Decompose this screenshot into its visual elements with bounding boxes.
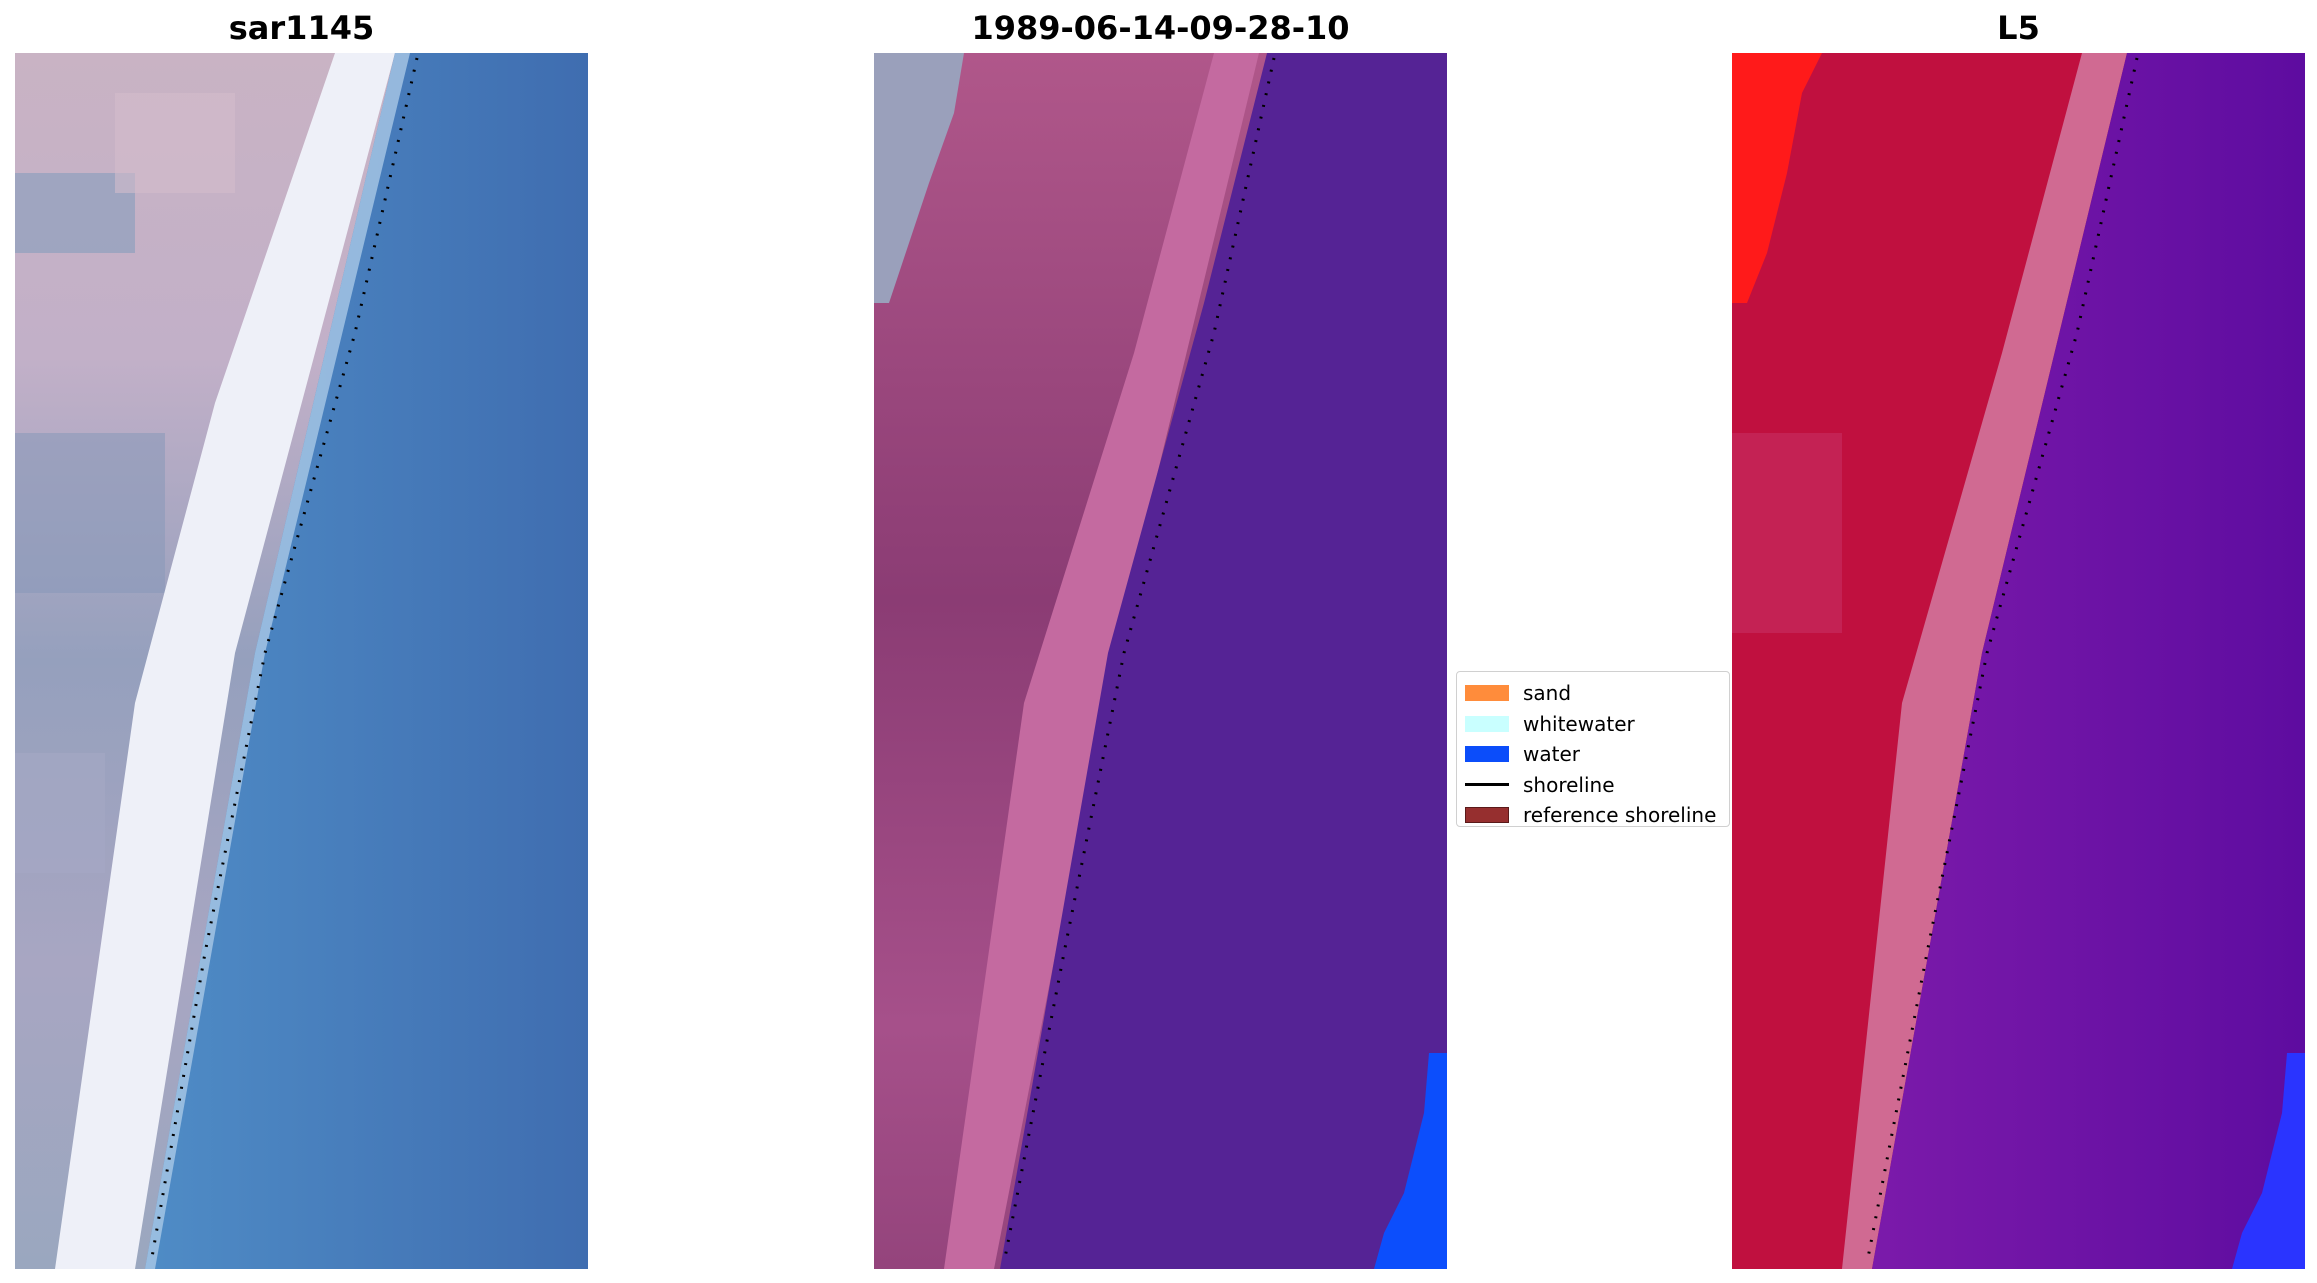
water-area: [145, 53, 588, 1269]
shoreline-trace: [1002, 57, 1276, 1264]
water-area: [1000, 53, 1447, 1269]
beach-band: [944, 53, 1259, 1269]
shoreline-line-swatch: [1465, 783, 1509, 787]
beach-band: [55, 53, 395, 1269]
legend-label: reference shoreline: [1523, 803, 1717, 828]
legend-label: shoreline: [1523, 772, 1615, 797]
sand-swatch: [1465, 685, 1509, 702]
reference-shoreline-swatch: [1465, 807, 1509, 824]
classification-panel: [874, 53, 1447, 1269]
legend-label: whitewater: [1523, 711, 1635, 736]
legend-item-reference-shoreline: reference shoreline: [1457, 800, 1729, 831]
water-area: [1872, 53, 2305, 1269]
classified-image: [874, 53, 1447, 1269]
legend-item-sand: sand: [1457, 678, 1729, 709]
legend-label: sand: [1523, 681, 1572, 706]
l5-panel: [1732, 53, 2305, 1269]
l5-image: [1732, 53, 2305, 1269]
red-patch: [1732, 53, 1822, 303]
beach-band: [1842, 53, 2127, 1269]
corner-water: [1374, 1053, 1447, 1269]
legend-label: water: [1523, 742, 1580, 767]
corner-water: [2232, 1053, 2305, 1269]
legend-item-shoreline: shoreline: [1457, 770, 1729, 801]
panel-title-l5: L5: [1997, 9, 2040, 47]
legend-item-whitewater: whitewater: [1457, 709, 1729, 740]
shoreline-trace: [1865, 57, 2139, 1264]
panel-title-sar: sar1145: [228, 9, 375, 47]
rgb-image-panel: [15, 53, 588, 1269]
whitewater-swatch: [1465, 715, 1509, 732]
legend: sand whitewater water shoreline referenc…: [1456, 671, 1730, 827]
rgb-image: [15, 53, 588, 1269]
panel-title-date: 1989-06-14-09-28-10: [971, 9, 1350, 47]
legend-item-water: water: [1457, 739, 1729, 770]
water-swatch: [1465, 746, 1509, 763]
